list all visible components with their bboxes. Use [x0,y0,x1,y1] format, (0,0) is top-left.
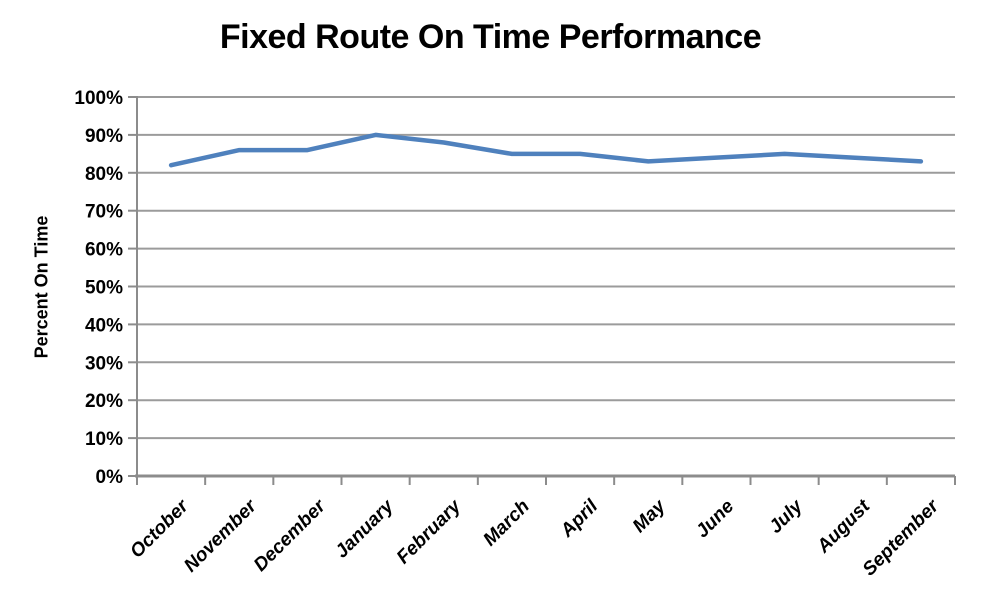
chart-title: Fixed Route On Time Performance [219,18,762,56]
y-tick-label: 30% [85,353,123,374]
y-tick-label: 10% [85,429,123,450]
series-line [168,132,924,168]
y-tick-label: 100% [74,88,123,109]
y-tick-label: 50% [85,278,123,299]
y-tick-label: 60% [85,240,123,261]
y-tick-label: 70% [85,202,123,223]
y-tick-label: 40% [85,315,123,336]
y-tick-label: 20% [85,391,123,412]
y-tick-label: 80% [85,164,123,185]
y-tick-label: 90% [85,126,123,147]
y-tick-label: 0% [96,467,124,488]
